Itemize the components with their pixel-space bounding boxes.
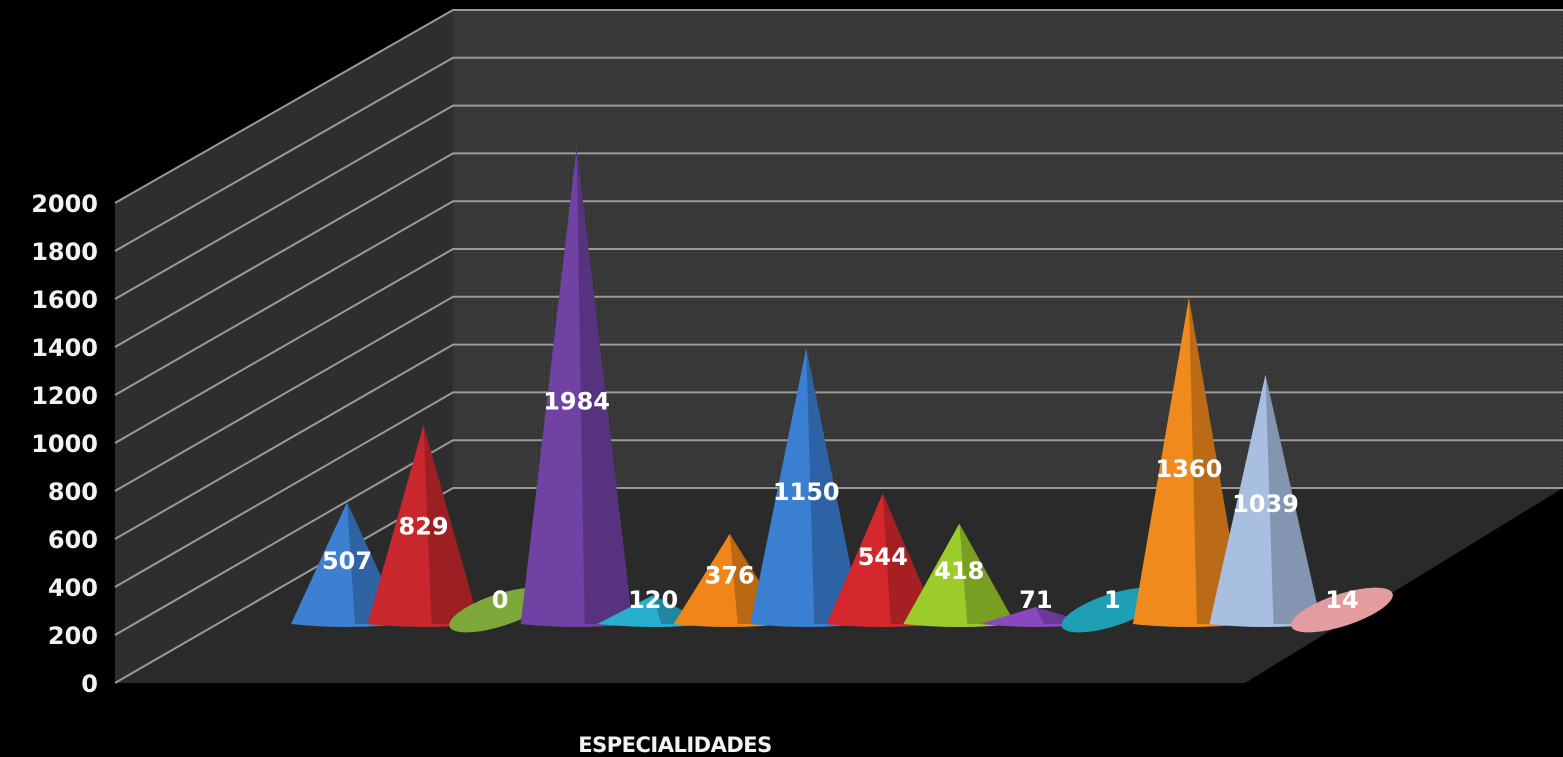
data-label: 1984 [543, 388, 610, 416]
cone-shade [423, 425, 480, 624]
data-label: 507 [322, 547, 372, 575]
cone-body [903, 523, 1016, 627]
cone-body [291, 502, 403, 627]
cone-body [520, 147, 633, 627]
y-tick-label: 1800 [31, 238, 98, 266]
y-tick-label: 600 [48, 526, 98, 554]
cone-shade [959, 523, 1016, 624]
data-label: 120 [628, 586, 678, 614]
cone-body [367, 425, 480, 627]
cone-body [750, 348, 863, 627]
gridline [114, 9, 1563, 204]
x-axis-title: ESPECIALIDADES [578, 733, 772, 757]
gridline [114, 104, 1563, 300]
cone-3 [520, 147, 633, 627]
y-tick-label: 800 [48, 478, 98, 506]
gridline [114, 56, 1563, 252]
cone-shade [882, 493, 939, 624]
y-tick-label: 400 [48, 574, 98, 602]
y-tick-label: 1400 [31, 334, 98, 362]
cone-body [826, 493, 939, 627]
cone-series [291, 147, 1393, 633]
data-label: 71 [1019, 586, 1052, 614]
y-axis-ticks: 0 200 400 600 800 1000 1200 1400 1600 1800 2000 [31, 190, 98, 698]
gridline [114, 152, 1563, 348]
data-labels: 507 829 0 1984 120 376 1150 544 418 71 1 1360 1039 14 [322, 388, 1359, 614]
data-label: 1 [1104, 586, 1121, 614]
cone-body [1209, 374, 1322, 627]
cone-13 [1291, 587, 1393, 633]
data-label: 418 [934, 557, 984, 585]
cone-disc [1291, 587, 1393, 633]
data-label: 829 [398, 512, 448, 540]
cone-body [1132, 297, 1245, 627]
data-label: 1150 [773, 478, 840, 506]
data-label: 544 [858, 543, 908, 571]
y-tick-label: 0 [81, 670, 98, 698]
cone-shade [1035, 606, 1092, 624]
data-label: 1360 [1156, 455, 1223, 483]
gridline [114, 248, 1563, 444]
y-tick-label: 200 [48, 622, 98, 650]
cone-shade [1265, 374, 1322, 624]
cone-shade [653, 595, 710, 624]
y-tick-label: 1200 [31, 382, 98, 410]
y-tick-label: 1600 [31, 286, 98, 314]
cone-1 [367, 425, 480, 627]
cone-shade [576, 147, 633, 624]
y-tick-label: 1000 [31, 430, 98, 458]
data-label: 0 [492, 586, 509, 614]
cone-8 [903, 523, 1016, 627]
gridline [114, 200, 1563, 396]
cone-12 [1209, 374, 1322, 627]
cone-shade [806, 348, 863, 624]
y-tick-label: 2000 [31, 190, 98, 218]
cone-6 [750, 348, 863, 627]
gridlines [114, 9, 1563, 684]
data-label: 376 [705, 561, 755, 589]
data-label: 1039 [1232, 490, 1299, 518]
cone-7 [826, 493, 939, 627]
data-label: 14 [1325, 586, 1358, 614]
gridline [114, 295, 1563, 492]
